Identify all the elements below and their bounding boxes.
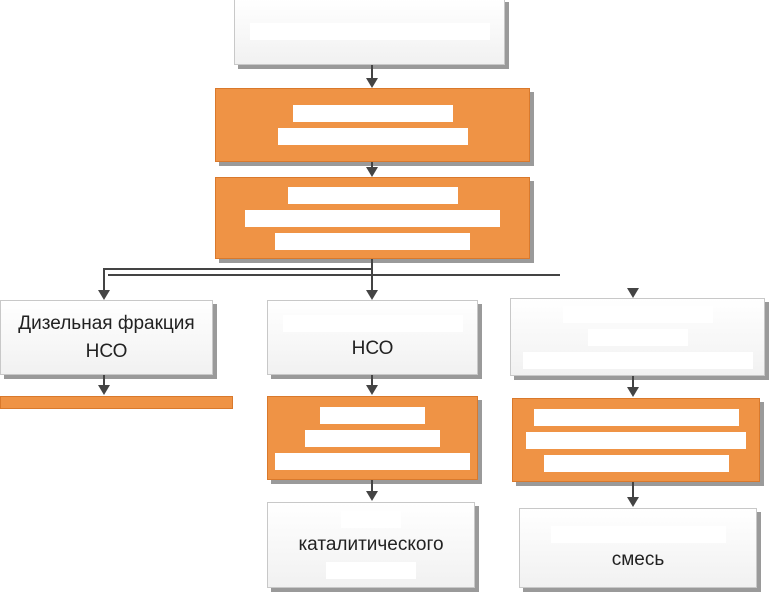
redacted-text [533,408,739,426]
redacted-text [326,561,416,579]
connector [108,274,560,276]
arrow-down-icon [366,167,378,177]
arrow-down-icon [366,290,378,300]
node-label: НСО [85,340,128,362]
connector [103,268,373,270]
redacted-text [292,105,453,122]
redacted-text [522,351,753,369]
node-left-process [0,396,233,409]
node-label: НСО [351,338,394,360]
redacted-text [543,454,729,472]
arrow-down-icon [627,387,639,397]
node-dewatering [215,88,530,162]
node-label: Дизельная фракция [18,312,195,334]
redacted-text [562,305,713,323]
redacted-text [341,511,401,529]
arrow-down-icon [627,288,639,298]
connector [371,375,373,386]
redacted-text [282,315,463,333]
redacted-text [320,406,425,424]
node-distillation [215,177,530,259]
redacted-text [245,209,500,227]
node-right-process [512,398,760,482]
node-feed [234,0,505,65]
redacted-text [275,232,470,250]
node-right-product [510,298,765,376]
redacted-text [277,128,468,145]
arrow-down-icon [366,385,378,395]
arrow-down-icon [366,78,378,88]
node-label: каталитического [298,534,444,556]
arrow-down-icon [98,290,110,300]
node-middle-product: НСО [267,300,478,375]
connector [371,162,373,168]
arrow-down-icon [366,491,378,501]
redacted-text [287,186,458,204]
connector [632,482,634,498]
redacted-text [275,452,470,470]
connector [632,376,634,388]
redacted-text [249,23,490,40]
node-mixture: смесь [519,508,757,588]
connector [103,268,105,290]
node-label: смесь [611,548,665,570]
node-cohydrotreating [267,396,478,480]
node-catalytic-cracking: каталитического [267,502,475,588]
redacted-text [587,328,688,346]
node-diesel-fraction: Дизельная фракция НСО [0,300,213,375]
connector [371,480,373,492]
connector [103,375,105,386]
arrow-down-icon [627,497,639,507]
redacted-text [550,525,726,543]
redacted-text [305,429,440,447]
redacted-text [526,431,746,449]
connector [371,65,373,79]
arrow-down-icon [98,385,110,395]
